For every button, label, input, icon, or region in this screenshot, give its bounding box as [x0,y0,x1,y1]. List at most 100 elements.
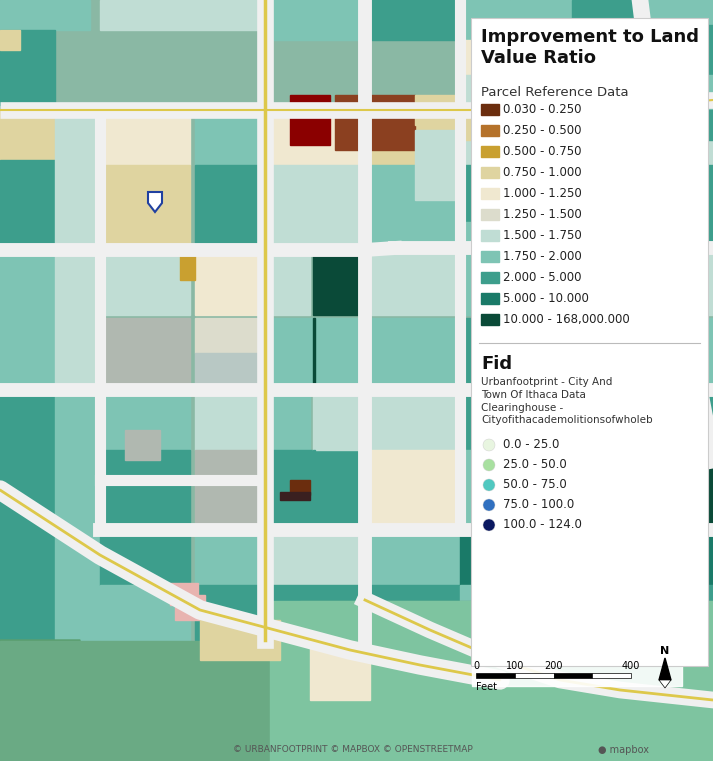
Bar [460,530,550,585]
Bar [460,165,540,220]
Bar [370,450,460,530]
Bar [550,165,635,245]
Bar [460,450,550,530]
Bar [280,492,310,500]
Bar [460,75,540,110]
Bar [481,146,499,157]
Bar [0,30,55,105]
Bar [472,650,682,686]
Polygon shape [659,658,671,680]
Bar [460,585,550,640]
Text: N: N [660,646,670,656]
Bar [540,75,620,110]
Bar [510,25,570,60]
Bar [195,530,265,585]
Bar [460,250,550,315]
Bar [100,318,190,390]
Bar [195,353,265,390]
Bar [550,450,635,530]
Bar [0,160,55,250]
Bar [460,390,550,450]
Text: 100: 100 [506,661,524,671]
Bar [370,585,460,640]
Text: ● mapbox: ● mapbox [598,745,649,755]
Bar [481,104,499,115]
Bar [510,0,713,60]
Text: © URBANFOOTPRINT © MAPBOX © OPENSTREETMAP: © URBANFOOTPRINT © MAPBOX © OPENSTREETMA… [233,746,473,754]
Bar [550,250,635,315]
Bar [195,318,265,353]
Text: Feet: Feet [476,682,497,692]
Circle shape [483,459,495,471]
Bar [270,601,713,761]
Bar [640,40,713,75]
Text: 25.0 - 50.0: 25.0 - 50.0 [503,458,567,472]
Text: 100.0 - 124.0: 100.0 - 124.0 [503,518,582,531]
Bar [265,250,310,315]
Text: 75.0 - 100.0: 75.0 - 100.0 [503,498,574,511]
Bar [200,620,280,660]
Text: 0.250 - 0.500: 0.250 - 0.500 [503,124,582,137]
Bar [481,125,499,136]
Bar [55,250,100,390]
Bar [370,318,460,390]
Bar [510,0,570,25]
Bar [313,390,363,450]
Bar [550,318,635,390]
FancyBboxPatch shape [471,18,708,666]
Bar [310,645,370,700]
Bar [0,0,90,30]
Bar [175,595,205,620]
Circle shape [483,519,495,531]
Bar [510,40,640,75]
Bar [265,585,365,640]
Bar [640,318,713,390]
Bar [640,450,713,530]
Bar [515,673,553,678]
Bar [265,530,365,585]
Bar [460,318,550,390]
Bar [481,251,499,262]
Bar [550,530,635,585]
Bar [460,110,500,140]
Bar [265,0,365,40]
Bar [460,0,510,40]
Bar [100,390,190,450]
Bar [593,673,631,678]
Bar [540,165,620,220]
Circle shape [483,479,495,491]
Bar [100,165,190,245]
Bar [481,293,499,304]
Bar [481,230,499,241]
Bar [125,430,160,460]
Bar [100,110,190,165]
Text: Urbanfootprint - City And
Town Of Ithaca Data
Clearinghouse -
Cityofithacademoli: Urbanfootprint - City And Town Of Ithaca… [481,377,652,425]
Text: 50.0 - 75.0: 50.0 - 75.0 [503,479,567,492]
Bar [313,318,315,390]
Bar [195,250,265,315]
Circle shape [483,439,495,451]
Bar [195,450,265,530]
Bar [622,75,713,110]
Bar [640,165,713,245]
Text: 0.0 - 25.0: 0.0 - 25.0 [503,438,560,451]
Text: 1.750 - 2.000: 1.750 - 2.000 [503,250,582,263]
Bar [170,583,198,605]
Bar [100,450,190,530]
Bar [100,585,190,640]
Bar [481,167,499,178]
Bar [370,0,460,40]
Bar [550,585,635,640]
Bar [460,222,540,250]
Bar [0,250,55,390]
Bar [0,30,20,50]
Bar [481,272,499,283]
Text: Fid: Fid [481,355,512,373]
Text: 0.030 - 0.250: 0.030 - 0.250 [503,103,582,116]
Bar [335,95,415,150]
Bar [300,601,713,761]
Bar [55,530,100,640]
Bar [415,130,470,200]
Bar [481,209,499,220]
Text: 1.000 - 1.250: 1.000 - 1.250 [503,187,582,200]
